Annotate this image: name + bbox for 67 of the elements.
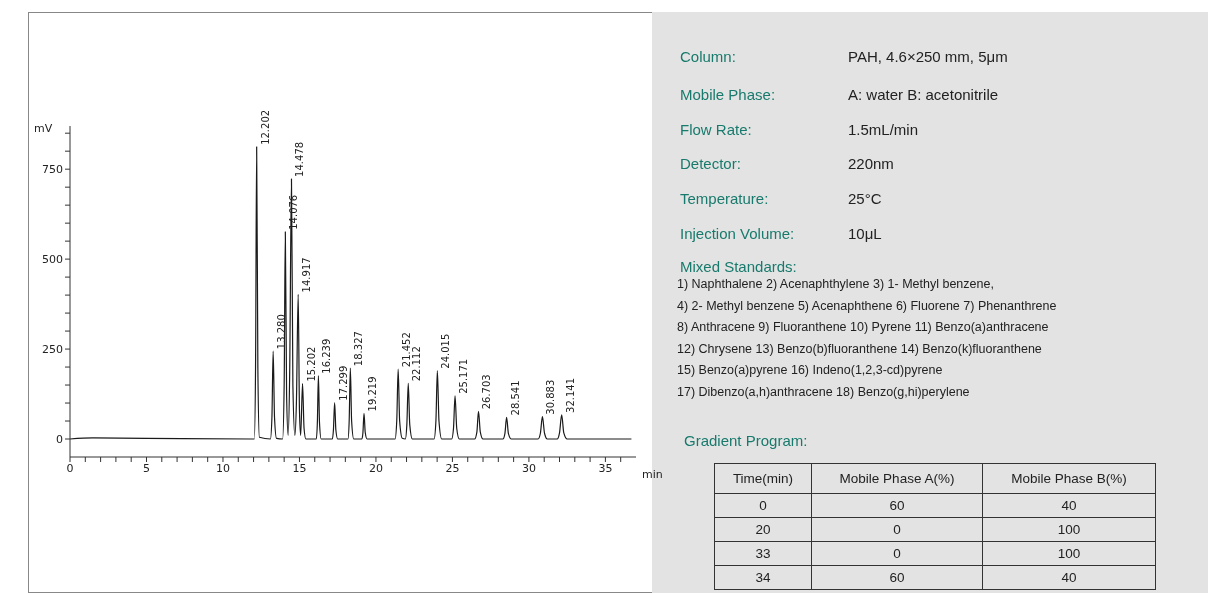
annotation: 28.541 <box>509 380 521 416</box>
text: 60 <box>811 493 983 518</box>
y-tick-label: 250 <box>42 342 63 356</box>
text: 4) 2- Methyl benzene 5) Acenaphthene 6) Fluorene 7) Phenanthrene <box>677 298 1057 313</box>
text: 10μL <box>848 225 882 242</box>
text: 17) Dibenzo(a,h)anthracene 18) Benzo(g,hi)perylene <box>677 384 970 399</box>
text: 40 <box>982 565 1156 590</box>
text: 8) Anthracene 9) Fluoranthene 10) Pyrene 11) Benzo(a)anthracene <box>677 320 1049 334</box>
annotation: 15.202 <box>305 346 317 382</box>
text: Mobile Phase A(%) <box>811 463 983 494</box>
y-tick-label: 0 <box>56 432 63 446</box>
text: 15) Benzo(a)pyrene 16) Indeno(1,2,3-cd)pyrene <box>677 363 943 377</box>
annotation: 22.112 <box>411 346 423 382</box>
y-tick-label: 500 <box>42 253 63 267</box>
text: Flow Rate: <box>680 121 752 138</box>
annotation: 21.452 <box>401 332 413 368</box>
text: 100 <box>982 541 1156 566</box>
text: 33 <box>714 541 812 566</box>
text: 60 <box>811 565 983 590</box>
text: Column: <box>680 48 736 65</box>
annotation: 14.076 <box>288 194 300 230</box>
text: 25°C <box>848 190 882 207</box>
annotation: 18.327 <box>353 331 365 367</box>
text: 0 <box>811 541 983 566</box>
text: 0 <box>714 493 812 518</box>
annotation: 25.171 <box>458 358 470 394</box>
y-tick-label: 750 <box>42 163 63 177</box>
text: 100 <box>982 517 1156 542</box>
annotation: 12.202 <box>259 109 271 145</box>
annotation: 30.883 <box>545 379 557 415</box>
annotation: 24.015 <box>440 333 452 369</box>
text: Gradient Program: <box>684 432 808 449</box>
x-tick-label: 0 <box>66 461 74 475</box>
x-tick-label: 5 <box>142 461 150 475</box>
x-tick-label: 25 <box>445 461 460 475</box>
annotation: 16.239 <box>321 338 333 374</box>
text: 1.5mL/min <box>848 121 919 138</box>
annotation: 26.703 <box>481 374 493 410</box>
text: Time(min) <box>714 463 812 494</box>
text: Detector: <box>680 155 741 172</box>
text: Mixed Standards: <box>680 258 797 275</box>
annotation: 32.141 <box>564 377 576 413</box>
text: 0 <box>811 517 983 542</box>
x-tick-label: 30 <box>521 461 536 475</box>
y-axis-title: mV <box>34 122 53 135</box>
text: Mobile Phase B(%) <box>982 463 1156 494</box>
text: 20 <box>714 517 812 542</box>
text: 220nm <box>848 155 894 172</box>
annotation: 13.280 <box>276 314 288 350</box>
text: 40 <box>982 493 1156 518</box>
text: Mobile Phase: <box>680 86 776 103</box>
annotation: 14.478 <box>294 141 306 177</box>
text: PAH, 4.6×250 mm, 5μm <box>848 48 1008 65</box>
annotation: 17.299 <box>337 365 349 401</box>
annotation: 19.219 <box>367 376 378 412</box>
text: Temperature: <box>680 190 769 207</box>
text: 34 <box>714 565 812 590</box>
x-tick-label: 20 <box>368 461 383 475</box>
text: A: water B: acetonitrile <box>848 86 999 103</box>
text: 1) Naphthalene 2) Acenaphthylene 3) 1- Methyl benzene, <box>677 277 994 291</box>
x-tick-label: 15 <box>292 461 307 475</box>
x-tick-label: 35 <box>598 461 613 475</box>
text: Injection Volume: <box>680 225 795 242</box>
text: 12) Chrysene 13) Benzo(b)fluoranthene 14) Benzo(k)fluoranthene <box>677 341 1042 356</box>
x-axis-title: min <box>642 468 663 481</box>
x-tick-label: 10 <box>215 461 230 475</box>
annotation: 14.917 <box>301 257 313 293</box>
